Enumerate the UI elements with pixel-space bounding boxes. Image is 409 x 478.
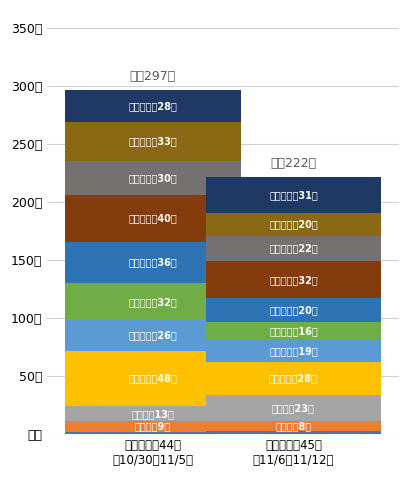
Bar — [205, 362, 380, 395]
Text: ３０歳～，32人: ３０歳～，32人 — [128, 297, 177, 307]
Bar — [205, 322, 380, 340]
Bar — [65, 196, 240, 242]
Text: ６０歳～，30人: ６０歳～，30人 — [128, 173, 177, 183]
Text: ５歳～，23人: ５歳～，23人 — [271, 403, 314, 413]
Text: １歳～，9人: １歳～，9人 — [135, 422, 171, 432]
Bar — [65, 283, 240, 320]
Bar — [65, 350, 240, 406]
Text: ５０歳～，40人: ５０歳～，40人 — [128, 214, 177, 224]
Bar — [205, 236, 380, 261]
Bar — [65, 90, 240, 122]
Text: １０歳～，48人: １０歳～，48人 — [128, 373, 177, 383]
Bar — [65, 320, 240, 350]
Bar — [65, 122, 240, 161]
Text: ７０歳～，33人: ７０歳～，33人 — [128, 136, 177, 146]
Bar — [205, 431, 380, 434]
Bar — [205, 177, 380, 213]
Bar — [65, 432, 240, 434]
Text: ５歳～，13人: ５歳～，13人 — [131, 409, 174, 419]
Text: ８０歳～，31人: ８０歳～，31人 — [268, 190, 317, 200]
Text: ８０歳～，28人: ８０歳～，28人 — [128, 101, 177, 111]
Text: １０歳～，28人: １０歳～，28人 — [268, 373, 317, 383]
Bar — [65, 421, 240, 432]
Bar — [65, 406, 240, 421]
Text: ６０歳～，22人: ６０歳～，22人 — [268, 244, 317, 254]
Bar — [205, 340, 380, 362]
Bar — [205, 421, 380, 431]
Text: ４０歳～，20人: ４０歳～，20人 — [268, 305, 317, 315]
Text: 計　222人: 計 222人 — [270, 157, 316, 170]
Text: ２０歳～，19人: ２０歳～，19人 — [268, 346, 317, 356]
Text: １歳～，8人: １歳～，8人 — [274, 421, 311, 431]
Text: 計　297人: 計 297人 — [129, 70, 175, 83]
Bar — [205, 298, 380, 322]
Text: ７０歳～，20人: ７０歳～，20人 — [268, 219, 317, 229]
Bar — [205, 213, 380, 236]
Text: ３０歳～，16人: ３０歳～，16人 — [268, 326, 317, 336]
Text: ４０歳～，36人: ４０歳～，36人 — [128, 258, 177, 268]
Text: ２０歳～，26人: ２０歳～，26人 — [128, 331, 177, 340]
Bar — [205, 395, 380, 421]
Text: ５０歳～，32人: ５０歳～，32人 — [268, 275, 317, 285]
Bar — [65, 161, 240, 196]
Bar — [205, 261, 380, 298]
Bar — [65, 242, 240, 283]
